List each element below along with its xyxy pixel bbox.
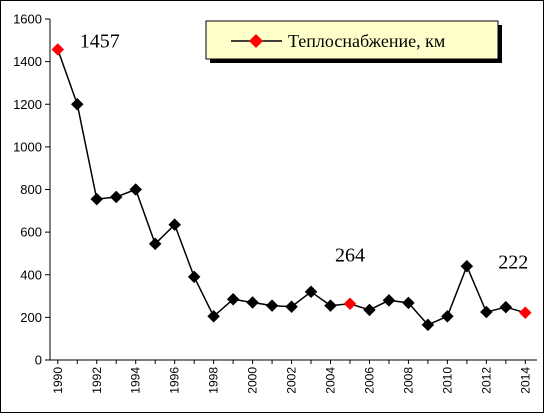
data-point — [363, 303, 376, 317]
data-point — [148, 237, 162, 251]
x-tick-label: 2006 — [362, 367, 376, 394]
data-point — [265, 299, 279, 313]
y-tick-label: 400 — [20, 267, 42, 282]
data-point — [441, 309, 454, 323]
x-tick-label: 1992 — [90, 367, 104, 394]
data-point — [226, 292, 240, 306]
data-point — [402, 296, 415, 310]
y-tick-label: 800 — [20, 182, 42, 197]
data-point — [168, 218, 182, 232]
x-tick-label: 1998 — [207, 367, 221, 394]
x-tick-label: 1994 — [129, 367, 143, 394]
data-labels: 1457 264 222 — [80, 30, 529, 273]
data-label: 222 — [498, 252, 528, 274]
y-tick-label: 1200 — [13, 97, 42, 112]
data-point — [460, 259, 474, 273]
data-label: 1457 — [80, 30, 120, 52]
legend: Теплоснабжение, км — [205, 20, 502, 63]
data-point — [499, 300, 513, 314]
data-point — [187, 270, 201, 284]
highlighted-data-point — [518, 306, 532, 320]
data-point — [109, 190, 123, 204]
y-tick-label: 200 — [20, 310, 42, 325]
x-tick-label: 2004 — [324, 367, 338, 394]
data-point — [479, 305, 493, 319]
data-point — [90, 192, 104, 206]
y-tick-label: 600 — [20, 225, 42, 240]
x-tick-label: 2008 — [401, 367, 415, 394]
markers — [51, 43, 532, 332]
x-tick-label: 2014 — [518, 367, 532, 394]
x-tick-label: 2010 — [440, 367, 454, 394]
data-point — [207, 309, 220, 323]
y-tick-label: 1600 — [13, 12, 42, 27]
x-tick-label: 2002 — [285, 367, 299, 394]
data-point — [129, 183, 143, 196]
x-tick-label: 2000 — [246, 367, 260, 394]
legend-label: Теплоснабжение, км — [288, 31, 445, 51]
y-tick-label: 0 — [35, 353, 42, 368]
data-point — [421, 318, 435, 332]
x-tick-label: 2012 — [479, 367, 493, 394]
data-point — [304, 285, 318, 299]
data-label: 264 — [335, 245, 365, 267]
highlighted-data-point — [51, 43, 65, 56]
data-point — [70, 97, 84, 111]
data-point — [382, 293, 396, 307]
x-tick-label: 1996 — [168, 367, 182, 394]
data-point — [285, 300, 298, 314]
y-ticks: 0 200 400 600 800 1000 1200 1400 1600 — [13, 12, 50, 368]
x-ticks: 1990 1992 1994 1996 1998 2000 2002 2004 2006 2008… — [51, 360, 532, 394]
y-tick-label: 1000 — [13, 139, 42, 154]
highlighted-data-point — [343, 297, 357, 311]
x-tick-label: 1990 — [51, 367, 65, 394]
data-point — [324, 299, 337, 313]
y-tick-label: 1400 — [13, 54, 42, 69]
data-point — [246, 296, 259, 309]
legend-marker-sample — [249, 34, 263, 48]
